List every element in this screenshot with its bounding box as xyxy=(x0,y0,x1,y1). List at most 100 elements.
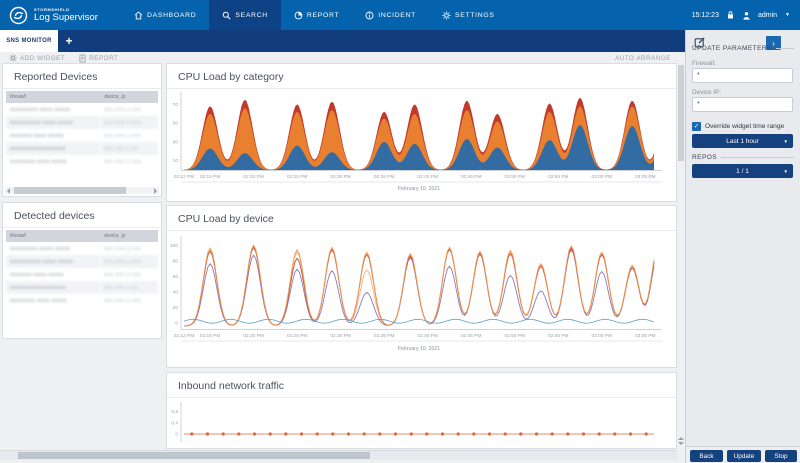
scroll-right-icon[interactable] xyxy=(154,187,160,194)
stormshield-logo[interactable]: STORMSHIELD Log Supervisor xyxy=(0,6,117,25)
report-label: REPORT xyxy=(89,54,119,62)
svg-text:02:40 PM: 02:40 PM xyxy=(417,333,438,339)
pie-chart-icon xyxy=(294,11,303,20)
table-row[interactable]: xxxxxxxx-xxxx-xxxxx xxx.xxx.x.xxx xyxy=(6,155,158,168)
nav-item-report[interactable]: REPORT xyxy=(281,0,352,30)
table-row[interactable]: xxxxxxxx-xxxx-xxxxx xxx.xxx.x.xxx xyxy=(6,294,158,307)
svg-text:0: 0 xyxy=(175,320,178,326)
column-header-device-ip[interactable]: device_ip xyxy=(100,91,158,103)
firewall-cell: xxxxxxx-xxxx-xxxxx xyxy=(10,132,65,139)
device-ip-cell: xxx.xxx.x.xx xyxy=(100,142,158,155)
svg-text:02:45 PM: 02:45 PM xyxy=(461,174,482,180)
firewall-cell: xxxxxxxxx-xxxx-xxxxx xyxy=(10,106,71,113)
svg-text:03:00 PM: 03:00 PM xyxy=(592,174,613,180)
add-widget-button[interactable]: ADD WIDGET xyxy=(9,54,65,62)
add-widget-label: ADD WIDGET xyxy=(20,54,66,62)
scrollbar-thumb[interactable] xyxy=(14,187,126,194)
section-title: UPDATE PARAMETERS xyxy=(692,45,772,52)
scrollbar-thumb[interactable] xyxy=(678,65,684,161)
firewall-cell: xxxxxxxxxxxxxxxxxx xyxy=(6,142,101,155)
svg-text:100: 100 xyxy=(170,243,178,249)
table-row[interactable]: xxxxxxxxxxxxxxxxxx xxx.xxx.x.xx xyxy=(6,142,158,155)
inbound-network-traffic-chart: 0 0.4 0.8 xyxy=(171,402,654,442)
firewall-cell: xxxxxxxx-xxxx-xxxxx xyxy=(10,158,68,165)
dashboard-tab-strip: SNS MONITOR + xyxy=(0,30,685,52)
device-ip-input[interactable] xyxy=(692,97,793,112)
device-ip-cell: xxx.xxx.x.xxx xyxy=(100,255,158,268)
svg-text:02:20 PM: 02:20 PM xyxy=(243,174,264,180)
nav-item-incident[interactable]: INCIDENT xyxy=(352,0,429,30)
override-time-range-label: Override widget time range xyxy=(705,123,785,130)
scroll-down-icon[interactable] xyxy=(678,442,684,448)
user-menu[interactable]: admin xyxy=(757,11,778,19)
repos-title: REPOS xyxy=(692,154,718,161)
lock-icon[interactable] xyxy=(726,10,735,20)
svg-text:50: 50 xyxy=(173,121,179,127)
svg-text:February 10, 2021: February 10, 2021 xyxy=(398,346,441,352)
table-row[interactable]: xxxxxxx-xxxx-xxxxx xxx.xxx.x.xxx xyxy=(6,268,158,281)
table-row[interactable]: xxxxxxxxx-xxxx-xxxxx xxx.xxx.x.xxx xyxy=(6,242,158,255)
table-row[interactable]: xxxxxxxxxx-xxxx-xxxxx xxx.xxx.x.xxx xyxy=(6,116,158,129)
firewall-label: Firewall: xyxy=(692,60,716,67)
chevron-down-icon[interactable]: ▼ xyxy=(785,12,790,18)
firewall-cell: xxxxxxxxxxxxxxxxxx xyxy=(6,281,101,294)
chart-title: CPU Load by device xyxy=(167,206,676,231)
top-navigation-bar: STORMSHIELD Log Supervisor DASHBOARD SEA… xyxy=(0,0,800,30)
scrollbar-thumb[interactable] xyxy=(18,452,370,459)
svg-text:02:50 PM: 02:50 PM xyxy=(504,174,525,180)
column-header-firewall[interactable]: firewall xyxy=(6,91,101,103)
table-row[interactable]: xxxxxxxxxx-xxxx-xxxxx xxx.xxx.x.xxx xyxy=(6,255,158,268)
gear-icon xyxy=(9,54,17,62)
svg-text:02:12 PM: 02:12 PM xyxy=(174,174,195,180)
user-icon xyxy=(742,11,751,20)
cpu-load-by-device-panel: CPU Load by device 0 20 40 60 80 100 02:12 PM 0… xyxy=(166,205,677,368)
time-range-value: Last 1 hour xyxy=(726,137,759,145)
horizontal-scrollbar[interactable] xyxy=(5,187,159,194)
add-tab-button[interactable]: + xyxy=(65,34,73,48)
override-time-range-checkbox[interactable] xyxy=(692,122,701,131)
back-button[interactable]: Back xyxy=(690,450,723,462)
svg-text:03:00 PM: 03:00 PM xyxy=(592,333,613,339)
nav-item-dashboard[interactable]: DASHBOARD xyxy=(121,0,209,30)
svg-text:70: 70 xyxy=(173,102,179,108)
stop-button[interactable]: Stop xyxy=(765,450,797,462)
svg-text:02:25 PM: 02:25 PM xyxy=(287,333,308,339)
table-row[interactable]: xxxxxxx-xxxx-xxxxx xxx.xxx.x.xxx xyxy=(6,129,158,142)
nav-item-label: SEARCH xyxy=(235,11,268,19)
nav-item-search[interactable]: SEARCH xyxy=(209,0,281,30)
cpu-load-by-category-chart: 10 30 50 70 02:12 PM 02:15 PM 02:20 PM 02:25 PM… xyxy=(173,92,662,192)
svg-text:03:05 PM: 03:05 PM xyxy=(635,333,656,339)
scroll-left-icon[interactable] xyxy=(4,187,10,194)
auto-arrange-button[interactable]: AUTO ARRANGE xyxy=(615,54,671,62)
svg-text:02:15 PM: 02:15 PM xyxy=(200,174,221,180)
main-horizontal-scrollbar[interactable] xyxy=(0,450,677,460)
scroll-up-icon[interactable] xyxy=(678,434,684,440)
table-row[interactable]: xxxxxxxxxxxxxxxxxx xxx.xxx.x.xx xyxy=(6,281,158,294)
firewall-cell: xxxxxxxxx-xxxx-xxxxx xyxy=(10,245,71,252)
svg-text:0: 0 xyxy=(175,432,178,438)
svg-text:02:40 PM: 02:40 PM xyxy=(417,174,438,180)
svg-text:02:30 PM: 02:30 PM xyxy=(330,174,351,180)
time-range-dropdown[interactable]: Last 1 hour xyxy=(692,134,793,148)
main-vertical-scrollbar[interactable] xyxy=(677,63,685,450)
svg-text:02:15 PM: 02:15 PM xyxy=(200,333,221,339)
svg-text:20: 20 xyxy=(173,305,179,311)
update-button[interactable]: Update xyxy=(727,450,761,462)
column-header-device-ip[interactable]: device_ip xyxy=(100,230,158,242)
repos-dropdown[interactable]: 1 / 1 xyxy=(692,164,793,178)
brand-small-label: STORMSHIELD xyxy=(34,6,70,12)
report-button[interactable]: REPORT xyxy=(79,54,118,63)
nav-item-label: DASHBOARD xyxy=(147,11,197,19)
tab-sns-monitor[interactable]: SNS MONITOR xyxy=(0,30,58,52)
nav-item-settings[interactable]: SETTINGS xyxy=(429,0,508,30)
nav-item-label: INCIDENT xyxy=(378,11,416,19)
device-ip-cell: xxx.xxx.x.xxx xyxy=(104,132,142,139)
device-ip-cell: xxx.xxx.x.xxx xyxy=(100,116,158,129)
svg-text:February 10, 2021: February 10, 2021 xyxy=(398,186,441,192)
svg-text:02:12 PM: 02:12 PM xyxy=(174,333,195,339)
table-row[interactable]: xxxxxxxxx-xxxx-xxxxx xxx.xxx.x.xxx xyxy=(6,103,158,116)
firewall-input[interactable] xyxy=(692,68,793,83)
section-header: UPDATE PARAMETERS xyxy=(692,45,794,52)
column-header-firewall[interactable]: firewall xyxy=(6,230,101,242)
svg-text:02:20 PM: 02:20 PM xyxy=(243,333,264,339)
